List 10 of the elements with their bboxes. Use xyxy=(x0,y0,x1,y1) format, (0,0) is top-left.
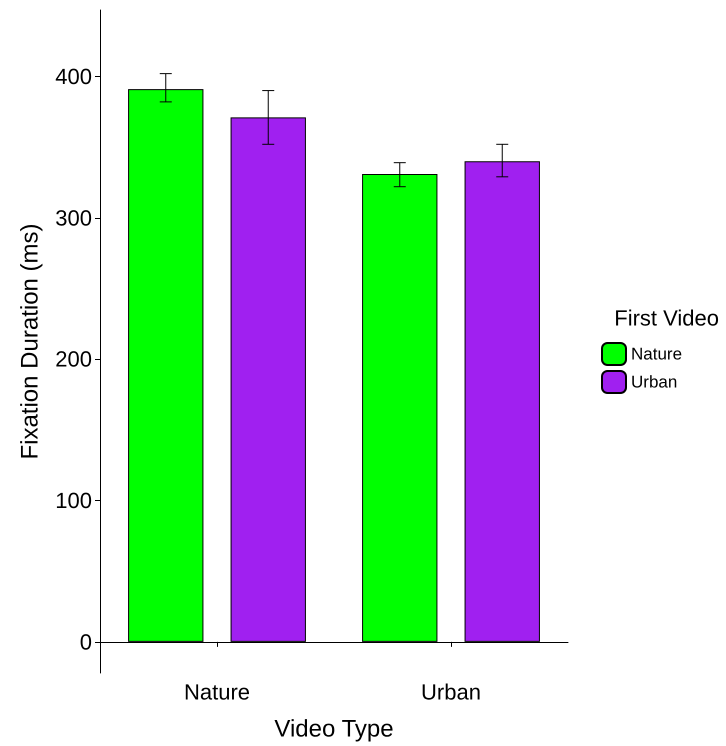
x-axis-title: Video Type xyxy=(274,716,394,742)
legend-label: Nature xyxy=(631,344,682,364)
y-tick-label: 100 xyxy=(55,488,92,514)
y-tick-label: 400 xyxy=(55,64,92,89)
legend-title: First Video xyxy=(614,306,720,330)
y-tick-label: 300 xyxy=(55,205,92,230)
legend-label: Urban xyxy=(631,372,678,392)
y-tick-label: 200 xyxy=(55,346,92,372)
y-tick-label: 0 xyxy=(80,629,92,654)
y-axis-title: Fixation Duration (ms) xyxy=(16,223,44,460)
